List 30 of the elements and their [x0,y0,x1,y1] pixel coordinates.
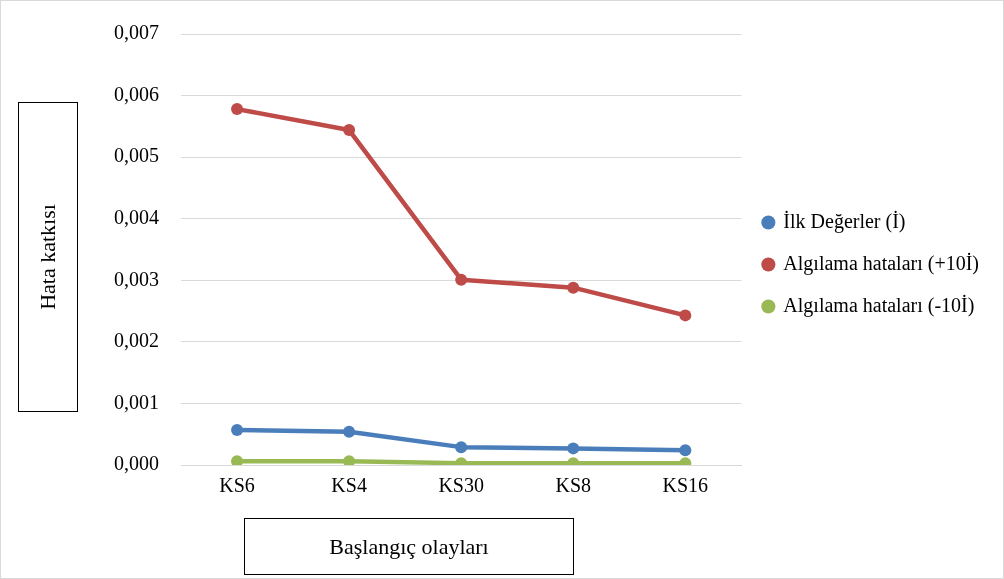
legend-label: Algılama hataları (-10İ) [783,293,975,317]
y-tick-label: 0,005 [114,144,159,167]
point [679,444,692,457]
x-axis-title: Başlangıç olayları [329,533,489,560]
point [567,442,580,455]
legend-label: İlk Değerler (İ) [783,209,906,233]
point [455,441,468,454]
legend-label: Algılama hataları (+10İ) [783,251,980,275]
point [231,103,244,116]
y-tick-label: 0,007 [114,21,159,44]
point [343,455,356,465]
x-tick-label: KS6 [219,474,255,497]
point [231,423,244,436]
y-tick-label: 0,004 [114,205,159,228]
point [343,124,356,137]
point [567,281,580,294]
x-tick-label: KS16 [662,474,709,497]
y-tick-label: 0,000 [114,452,159,475]
y-tick-label: 0,002 [114,329,159,352]
point [231,455,244,465]
x-tick-label: KS30 [438,474,484,497]
x-tick-label: KS4 [331,474,367,497]
y-axis-title: Hata katkısı [35,204,61,310]
y-tick-label: 0,001 [114,390,159,413]
point [343,425,356,438]
y-tick-label: 0,003 [114,267,159,290]
y-tick-label: 0,006 [114,82,159,105]
x-tick-label: KS8 [555,474,592,497]
point [679,309,692,322]
point [455,273,468,286]
